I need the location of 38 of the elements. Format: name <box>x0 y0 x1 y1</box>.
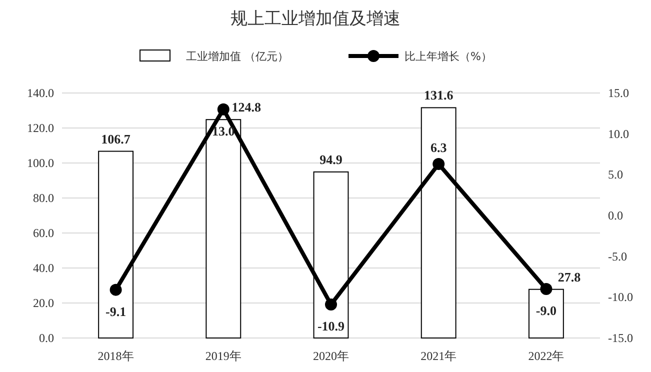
x-tick-label: 2020年 <box>313 349 349 363</box>
y-tick-label: 40.0 <box>33 261 54 275</box>
y-tick-label: 0.0 <box>39 331 54 345</box>
data-label: 106.7 <box>101 131 131 146</box>
y2-tick-label: -10.0 <box>608 290 633 304</box>
y-tick-label: 120.0 <box>27 121 54 135</box>
point <box>325 298 337 311</box>
data-label: 131.6 <box>424 88 454 103</box>
data-label: -10.9 <box>317 318 346 334</box>
data-label: 124.8 <box>232 100 262 115</box>
x-tick-label: 2018年 <box>98 349 134 363</box>
legend-label: 工业增加值 （亿元） <box>186 50 288 63</box>
y2-tick-label: 15.0 <box>608 86 629 100</box>
y-tick-label: 60.0 <box>33 226 54 240</box>
data-label: 13.0 <box>212 123 235 138</box>
y2-tick-label: 0.0 <box>608 208 623 222</box>
y-tick-label: 80.0 <box>33 191 54 205</box>
x-tick-label: 2021年 <box>420 349 457 363</box>
y-tick-label: 20.0 <box>33 296 54 310</box>
point <box>432 158 445 170</box>
point <box>217 103 230 116</box>
data-label: 6.3 <box>430 140 448 156</box>
data-label: -9.1 <box>106 304 126 319</box>
x-tick-label: 2019年 <box>205 349 242 363</box>
y2-tick-label: 10.0 <box>608 126 629 141</box>
x-tick-label: 2022年 <box>528 349 564 363</box>
y-tick-label: 100.0 <box>27 156 54 170</box>
point <box>110 284 122 296</box>
chart-title: 规上工业增加值及增速 <box>230 9 400 29</box>
y2-tick-label: -5.0 <box>608 249 627 264</box>
y2-tick-label: -15.0 <box>608 331 633 345</box>
point <box>540 283 552 295</box>
y2-tick-label: 5.0 <box>608 168 623 182</box>
legend-label: 比上年增长（%） <box>404 50 492 63</box>
data-label: -9.0 <box>536 303 556 318</box>
data-label: 27.8 <box>558 269 582 284</box>
y-tick-label: 140.0 <box>27 86 54 100</box>
data-label: 94.9 <box>320 152 343 167</box>
